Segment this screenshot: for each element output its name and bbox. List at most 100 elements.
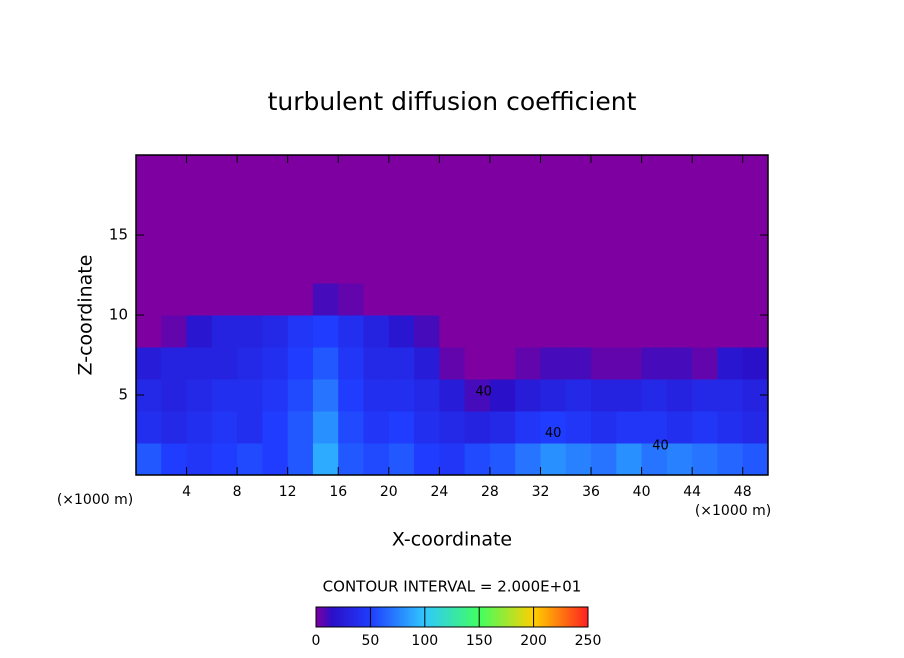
heat-cell <box>363 411 390 444</box>
heat-cell <box>136 411 162 444</box>
heat-cell <box>742 315 769 348</box>
heat-cell <box>161 251 188 284</box>
heat-cell <box>186 219 213 252</box>
heat-cell <box>540 443 567 476</box>
heat-cell <box>287 283 314 316</box>
heat-cell <box>641 411 668 444</box>
colorbar-tick-label: 250 <box>575 633 602 649</box>
y-tick-label: 15 <box>109 226 128 244</box>
heat-cell <box>616 219 643 252</box>
colorbar-tick-label: 200 <box>520 633 547 649</box>
heat-cell <box>186 155 213 188</box>
heat-cell <box>161 411 188 444</box>
heat-cell <box>237 443 263 476</box>
heat-cell <box>489 347 516 380</box>
heat-cell <box>565 283 592 316</box>
heat-cell <box>211 379 238 412</box>
heat-cell <box>287 251 314 284</box>
heat-cell <box>211 251 238 284</box>
heat-cell <box>666 379 693 412</box>
heat-cell <box>616 155 643 188</box>
heat-cell <box>489 443 516 476</box>
y-tick-label: 10 <box>109 306 128 324</box>
heat-cell <box>540 315 567 348</box>
heat-cell <box>161 155 188 188</box>
heat-cell <box>616 283 643 316</box>
heat-cell <box>540 155 567 188</box>
heat-cell <box>312 219 339 252</box>
x-tick-label: 20 <box>380 484 398 500</box>
heat-cell <box>717 443 744 476</box>
heat-cell <box>363 347 390 380</box>
heat-cell <box>388 251 415 284</box>
heat-cell <box>717 283 744 316</box>
heat-cell <box>312 155 339 188</box>
heat-cell <box>692 347 718 380</box>
heat-cell <box>439 283 466 316</box>
heat-cell <box>540 283 567 316</box>
heat-cell <box>591 443 617 476</box>
heat-cell <box>439 379 466 412</box>
heat-cell <box>237 411 263 444</box>
heat-cell <box>237 187 263 220</box>
heat-cell <box>464 379 491 412</box>
heat-cell <box>641 379 668 412</box>
heat-cell <box>464 283 491 316</box>
heat-cell <box>388 315 415 348</box>
heat-cell <box>287 411 314 444</box>
heat-cell <box>211 411 238 444</box>
heat-cell <box>489 187 516 220</box>
heat-cell <box>312 411 339 444</box>
heat-cell <box>363 443 390 476</box>
heat-cell <box>616 347 643 380</box>
heat-cell <box>565 379 592 412</box>
heat-cell <box>565 219 592 252</box>
heat-cell <box>464 219 491 252</box>
x-axis-label: X-coordinate <box>392 529 512 551</box>
heat-cell <box>489 379 516 412</box>
x-tick-label: 24 <box>430 484 448 500</box>
heat-cell <box>464 347 491 380</box>
heat-cell <box>439 219 466 252</box>
heat-cell <box>388 187 415 220</box>
heat-cell <box>414 347 440 380</box>
heat-cell <box>641 347 668 380</box>
heat-cell <box>666 219 693 252</box>
heat-cell <box>363 155 390 188</box>
heat-cell <box>515 187 541 220</box>
heat-cell <box>287 443 314 476</box>
heat-cell <box>136 315 162 348</box>
heat-cell <box>262 411 289 444</box>
heat-cell <box>565 187 592 220</box>
heat-cell <box>692 283 718 316</box>
heat-cell <box>464 187 491 220</box>
heat-cell <box>237 379 263 412</box>
heat-cell <box>641 443 668 476</box>
heat-cell <box>692 155 718 188</box>
heat-cell <box>616 251 643 284</box>
y-axis-label: Z-coordinate <box>75 255 97 376</box>
heat-cell <box>489 251 516 284</box>
heat-cell <box>237 315 263 348</box>
heat-cell <box>439 187 466 220</box>
heat-cell <box>388 155 415 188</box>
heat-cell <box>338 443 365 476</box>
heat-cell <box>489 315 516 348</box>
heat-cell <box>464 315 491 348</box>
heat-cell <box>211 315 238 348</box>
heat-cell <box>742 251 769 284</box>
heat-cell <box>692 251 718 284</box>
heat-cell <box>414 251 440 284</box>
heat-cell <box>414 411 440 444</box>
heat-cell <box>414 283 440 316</box>
heat-cell <box>211 219 238 252</box>
heat-cell <box>742 443 769 476</box>
heat-cell <box>692 379 718 412</box>
heat-cell <box>565 443 592 476</box>
heat-cell <box>717 219 744 252</box>
heat-cell <box>262 315 289 348</box>
heat-cell <box>287 155 314 188</box>
heat-cell <box>515 411 541 444</box>
heat-cell <box>338 219 365 252</box>
